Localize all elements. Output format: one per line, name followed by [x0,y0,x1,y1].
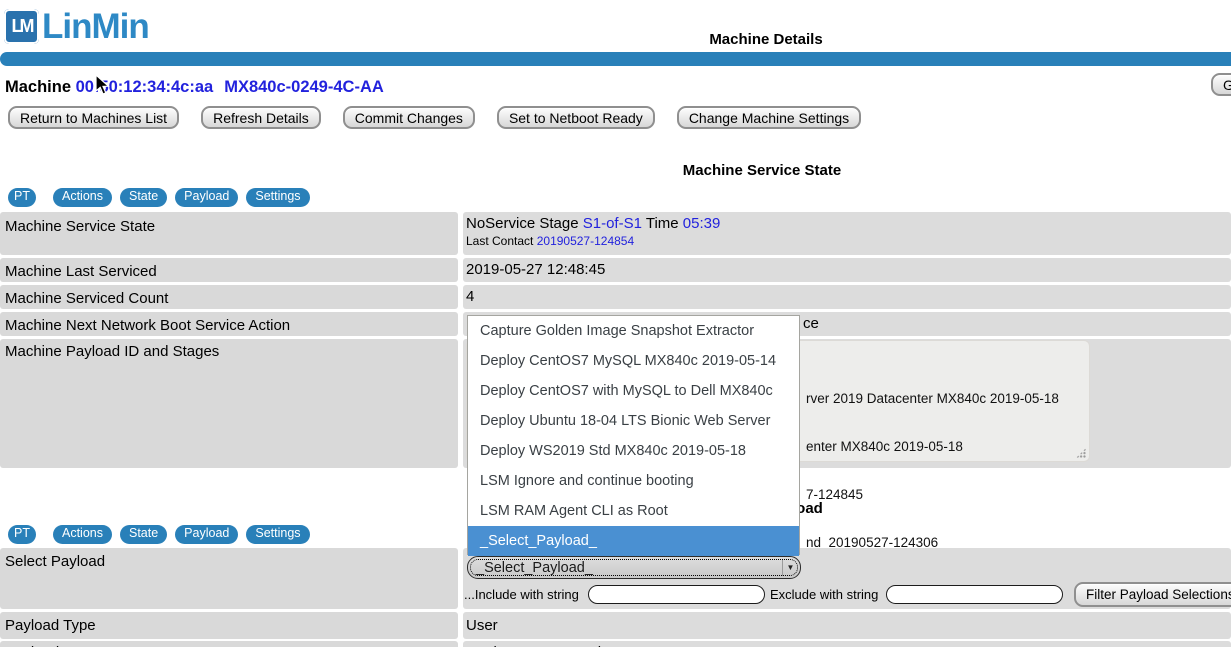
service-section-heading: Machine Service State [682,162,842,179]
stage-link[interactable]: S1-of-S1 [582,215,642,232]
commit-changes-button[interactable]: Commit Changes [342,106,475,129]
include-string-input[interactable] [588,585,765,604]
return-to-machines-list-button[interactable]: Return to Machines List [8,106,180,129]
page-title: Machine Details [709,31,823,48]
exclude-string-label: Exclude with string [770,587,879,602]
row-value-service-state: NoService Stage S1-of-S1 Time 05:39 Last… [463,212,1231,255]
change-machine-settings-button[interactable]: Change Machine Settings [676,106,862,129]
time-link[interactable]: 05:39 [682,215,721,232]
payload-select-value: _Select_Payload_ [476,559,593,576]
mouse-cursor-icon [94,73,114,101]
set-to-netboot-ready-button[interactable]: Set to Netboot Ready [496,106,655,129]
payload-pills-row: PT Actions State Payload Settings [8,525,318,544]
row-label-select-payload: Select Payload [0,548,458,609]
toolbar: Return to Machines List Refresh Details … [8,106,862,129]
dropdown-item[interactable]: Deploy WS2019 Std MX840c 2019-05-18 [480,443,746,459]
pill-actions[interactable]: Actions [52,525,112,544]
dropdown-item[interactable]: Deploy Ubuntu 18-04 LTS Bionic Web Serve… [480,413,771,429]
row-label-payload-id: Payload ID [0,641,458,647]
machine-label: Machine [5,78,76,96]
row-label-service-state: Machine Service State [0,212,458,255]
row-value-last-serviced: 2019-05-27 12:48:45 [463,258,1231,282]
next-boot-action-visible-fragment: ce [803,315,819,332]
filter-payload-selections-button[interactable]: Filter Payload Selections [1074,582,1231,607]
pill-state[interactable]: State [119,525,168,544]
dropdown-item[interactable]: LSM RAM Agent CLI as Root [480,503,668,519]
pill-actions[interactable]: Actions [52,188,112,207]
payload-dropdown-list: Capture Golden Image Snapshot Extractor … [467,315,800,556]
service-state-text: NoService Stage [466,215,583,232]
row-label-next-boot-action: Machine Next Network Boot Service Action [0,312,458,336]
include-string-label: ...Include with string [464,587,579,602]
dropdown-item[interactable]: Deploy CentOS7 MySQL MX840c 2019-05-14 [480,353,777,369]
exclude-string-input[interactable] [886,585,1063,604]
row-label-payload-id-stages: Machine Payload ID and Stages [0,339,458,468]
last-contact-link[interactable]: 20190527-124854 [536,234,635,248]
machine-name-link[interactable]: MX840c-0249-4C-AA [224,78,384,96]
service-pills-row: PT Actions State Payload Settings [8,188,318,207]
row-value-payload-type: User [463,612,1231,639]
time-label: Time [641,215,683,232]
dropdown-arrow-icon[interactable]: ▼ [782,559,798,576]
refresh-details-button[interactable]: Refresh Details [201,106,321,129]
payload-select[interactable]: _Select_Payload_ ▼ [467,556,801,579]
linmin-logo[interactable]: LM LinMin [4,7,150,46]
corner-button[interactable]: Ge [1211,73,1231,96]
row-value-payload-id: Deploy WS2019 Std MX840c 2019-05-18 [463,641,1231,647]
pill-settings[interactable]: Settings [246,525,310,544]
row-label-payload-type: Payload Type [0,612,458,639]
pill-pt[interactable]: PT [8,525,36,544]
dropdown-item[interactable]: Deploy CentOS7 with MySQL to Dell MX840c [480,383,773,399]
pill-state[interactable]: State [119,188,168,207]
pill-settings[interactable]: Settings [246,188,310,207]
row-label-last-serviced: Machine Last Serviced [0,258,458,282]
linmin-badge-icon: LM [4,9,39,44]
machine-mac-link[interactable]: 00:50:12:34:4c:aa [75,78,214,96]
pill-payload[interactable]: Payload [175,525,239,544]
dropdown-item-selected[interactable]: _Select_Payload_ [468,526,799,556]
last-contact-label: Last Contact [466,234,537,248]
machine-identity-line: Machine 00:50:12:34:4c:aa MX840c-0249-4C-… [5,78,384,97]
pill-payload[interactable]: Payload [175,188,239,207]
resize-grip-icon[interactable] [1076,448,1086,458]
brand-name: LinMin [42,7,150,46]
dropdown-item[interactable]: Capture Golden Image Snapshot Extractor [480,323,755,339]
pill-pt[interactable]: PT [8,188,36,207]
row-label-serviced-count: Machine Serviced Count [0,285,458,309]
row-value-serviced-count: 4 [463,285,1231,309]
dropdown-item[interactable]: LSM Ignore and continue booting [480,473,694,489]
header-divider-bar [0,52,1231,66]
